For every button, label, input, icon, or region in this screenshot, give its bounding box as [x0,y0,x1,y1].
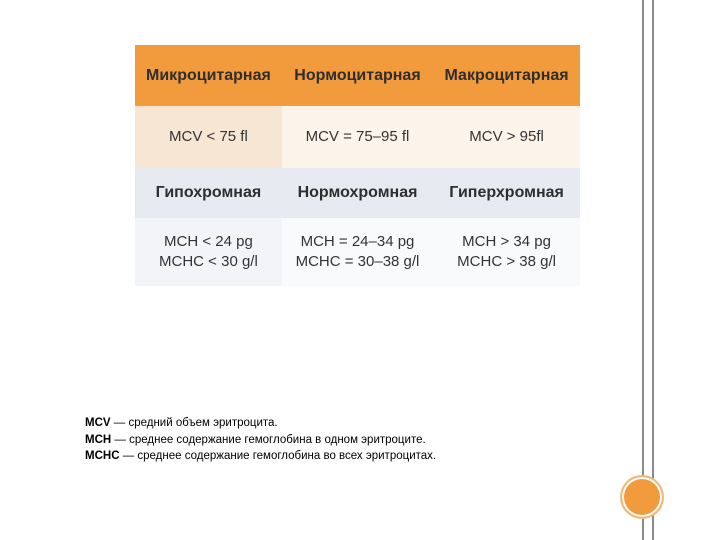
footnote-line: MCH — среднее содержание гемоглобина в о… [85,432,585,449]
mch-low-cell: MCH < 24 pgMCHC < 30 g/l [135,218,282,286]
footnote-text: — среднее содержание гемоглобина во всех… [120,450,437,462]
table-row: MCV < 75 fl MCV = 75–95 fl MCV > 95fl [135,106,580,168]
table-row: MCH < 24 pgMCHC < 30 g/l MCH = 24–34 pgM… [135,218,580,286]
header-microcytic: Микроцитарная [135,45,282,106]
classification-table: Микроцитарная Нормоцитарная Макроцитарна… [135,45,580,286]
footnote-term: MCV [85,417,111,429]
footnotes: MCV — средний объем эритроцита. MCH — ср… [85,415,585,465]
mcv-low-cell: MCV < 75 fl [135,106,282,168]
mcv-normal-cell: MCV = 75–95 fl [282,106,433,168]
footnote-term: MCHC [85,450,120,462]
header-hyperchromic: Гиперхромная [433,168,580,218]
table-row: Микроцитарная Нормоцитарная Макроцитарна… [135,45,580,106]
header-normochromic: Нормохромная [282,168,433,218]
header-hypochromic: Гипохромная [135,168,282,218]
vertical-rule-2 [652,0,654,540]
header-macrocytic: Макроцитарная [433,45,580,106]
footnote-text: — среднее содержание гемоглобина в одном… [111,434,425,446]
footnote-line: MCV — средний объем эритроцита. [85,415,585,432]
footnote-line: MCHC — среднее содержание гемоглобина во… [85,448,585,465]
footnote-term: MCH [85,434,111,446]
classification-table-wrap: Микроцитарная Нормоцитарная Макроцитарна… [135,45,580,286]
header-normocytic: Нормоцитарная [282,45,433,106]
mch-normal-cell: MCH = 24–34 pgMCHC = 30–38 g/l [282,218,433,286]
mch-high-cell: MCH > 34 pgMCHC > 38 g/l [433,218,580,286]
vertical-rule-1 [642,0,644,540]
mcv-high-cell: MCV > 95fl [433,106,580,168]
footnote-text: — средний объем эритроцита. [111,417,278,429]
table-row: Гипохромная Нормохромная Гиперхромная [135,168,580,218]
accent-circle-icon [620,475,664,519]
